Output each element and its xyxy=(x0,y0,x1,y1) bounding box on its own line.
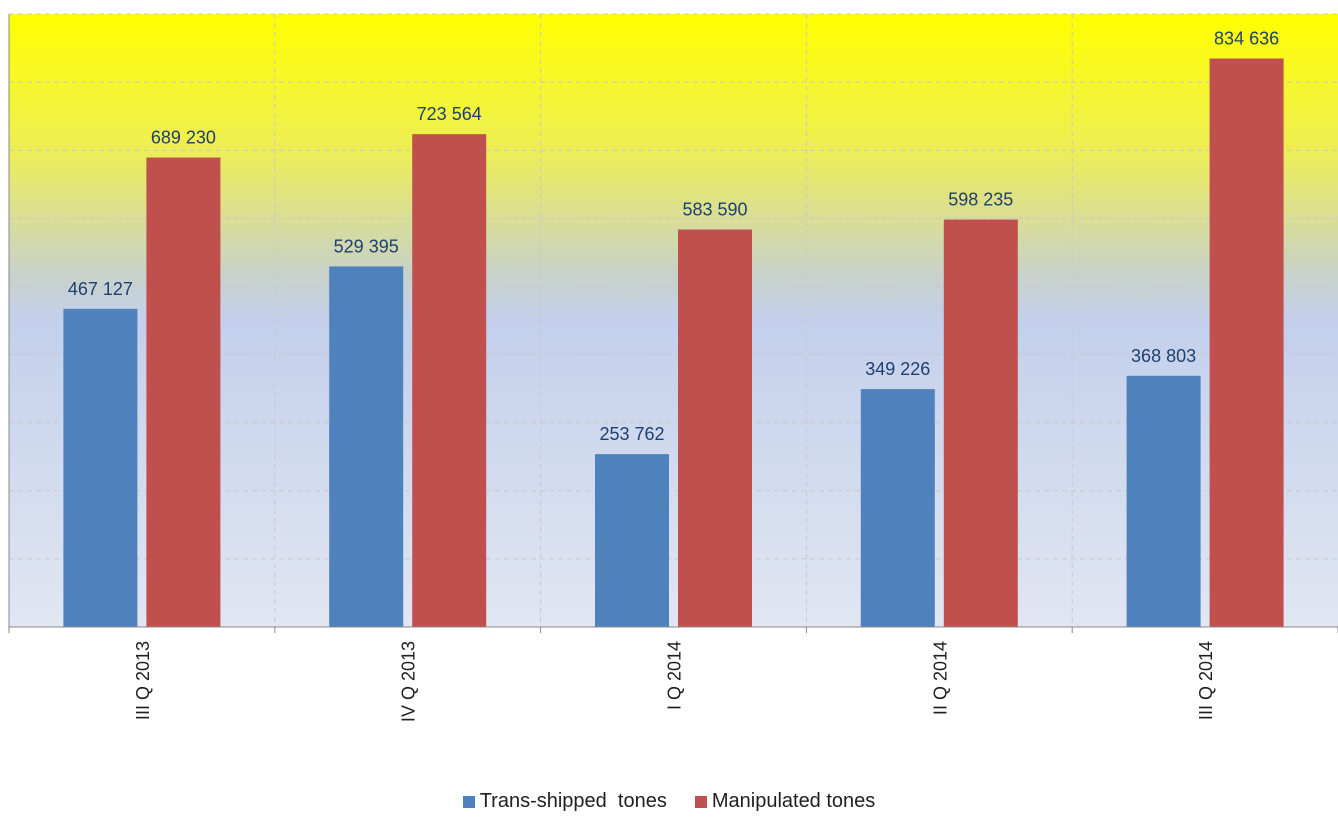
bar-trans-shipped[interactable] xyxy=(860,389,935,627)
legend-item-manipulated[interactable]: Manipulated tones xyxy=(694,790,876,813)
legend: Trans-shipped tones Manipulated tones xyxy=(0,790,1338,813)
data-label: 723 564 xyxy=(417,104,482,124)
data-label: 467 127 xyxy=(68,279,133,299)
legend-label-trans-shipped: Trans-shipped tones xyxy=(479,790,667,812)
bar-manipulated[interactable] xyxy=(678,229,752,627)
legend-swatch-trans-shipped xyxy=(462,795,475,808)
bar-trans-shipped[interactable] xyxy=(595,454,669,627)
x-tick-label: III Q 2014 xyxy=(1196,641,1216,720)
data-label: 834 636 xyxy=(1214,29,1279,49)
legend-item-trans-shipped[interactable]: Trans-shipped tones xyxy=(462,790,667,813)
x-tick-label: IV Q 2013 xyxy=(399,641,419,722)
bar-manipulated[interactable] xyxy=(1209,58,1284,628)
legend-swatch-manipulated xyxy=(694,795,707,808)
bar-trans-shipped[interactable] xyxy=(63,308,138,627)
bar-trans-shipped[interactable] xyxy=(329,266,404,627)
legend-label-manipulated: Manipulated tones xyxy=(711,790,876,812)
x-axis xyxy=(8,14,1338,633)
data-label: 529 395 xyxy=(334,236,399,256)
bar-chart: 467 127 689 230 529 395 723 564 253 762 583 5… xyxy=(8,13,1338,722)
bar-manipulated[interactable] xyxy=(412,134,487,627)
bar-trans-shipped[interactable] xyxy=(1126,375,1201,627)
x-tick-labels: III Q 2013 IV Q 2013 I Q 2014 II Q 2014 III … xyxy=(133,641,1216,722)
value-labels: 467 127 689 230 529 395 723 564 253 762 583 5… xyxy=(68,29,1279,445)
bar-manipulated[interactable] xyxy=(943,219,1018,627)
x-tick-label: I Q 2014 xyxy=(665,641,685,710)
bars xyxy=(63,58,1284,628)
data-label: 253 762 xyxy=(599,424,664,444)
plot-background xyxy=(9,14,1338,627)
data-label: 349 226 xyxy=(865,359,930,379)
bar-manipulated[interactable] xyxy=(146,157,221,627)
data-label: 368 803 xyxy=(1131,346,1196,366)
x-tick-label: III Q 2013 xyxy=(133,641,153,720)
data-label: 689 230 xyxy=(151,128,216,148)
x-tick-label: II Q 2014 xyxy=(930,641,950,715)
gridlines xyxy=(9,13,1338,627)
data-label: 598 235 xyxy=(948,190,1013,210)
data-label: 583 590 xyxy=(682,200,747,220)
